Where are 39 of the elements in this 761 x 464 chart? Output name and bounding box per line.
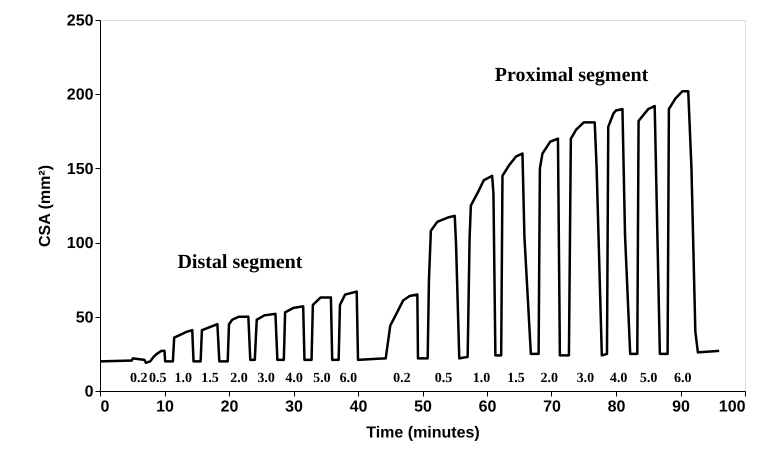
x-tick-label: 90 <box>672 398 690 416</box>
x-tick-label: 40 <box>350 398 368 416</box>
annotation: 4.0 <box>285 371 303 386</box>
y-tick-label: 200 <box>66 86 94 104</box>
y-tick-label: 150 <box>66 160 94 178</box>
annotation: 4.0 <box>610 371 628 386</box>
y-tick-label: 250 <box>66 12 94 30</box>
annotation: 0.5 <box>148 371 166 386</box>
x-tick-label: 20 <box>220 398 238 416</box>
annotation: 1.5 <box>201 371 219 386</box>
annotation: 2.0 <box>230 371 248 386</box>
x-tick-label: 10 <box>156 398 174 416</box>
x-axis-title: Time (minutes) <box>366 424 480 442</box>
x-tick-label: 80 <box>608 398 626 416</box>
annotation: 2.0 <box>540 371 558 386</box>
x-tick-label: 70 <box>543 398 561 416</box>
annotation: 1.5 <box>507 371 525 386</box>
y-tick-label: 0 <box>84 384 94 400</box>
x-tick-label: 0 <box>100 398 110 416</box>
annotation: 1.0 <box>472 371 490 386</box>
y-axis-title: CSA (mm²) <box>36 164 54 248</box>
annotation: 6.0 <box>340 371 358 386</box>
annotation: Distal segment <box>177 250 303 273</box>
annotation: 1.0 <box>174 371 192 386</box>
annotation: 5.0 <box>313 371 331 386</box>
annotation: 0.5 <box>434 371 452 386</box>
annotation: Proximal segment <box>494 64 649 86</box>
y-tick-label: 50 <box>76 309 94 326</box>
x-tick-label: 60 <box>478 398 496 416</box>
annotation: 5.0 <box>640 371 658 386</box>
annotation: 3.0 <box>576 371 594 386</box>
annotation: 0.2 <box>130 371 148 386</box>
x-tick-label: 30 <box>285 398 303 416</box>
x-tick-label: 50 <box>414 398 432 416</box>
annotation: 6.0 <box>674 371 692 386</box>
annotation: 3.0 <box>257 371 275 386</box>
x-tick-label: 100 <box>718 398 746 416</box>
y-tick-label: 100 <box>66 235 94 252</box>
annotation: 0.2 <box>393 371 411 386</box>
